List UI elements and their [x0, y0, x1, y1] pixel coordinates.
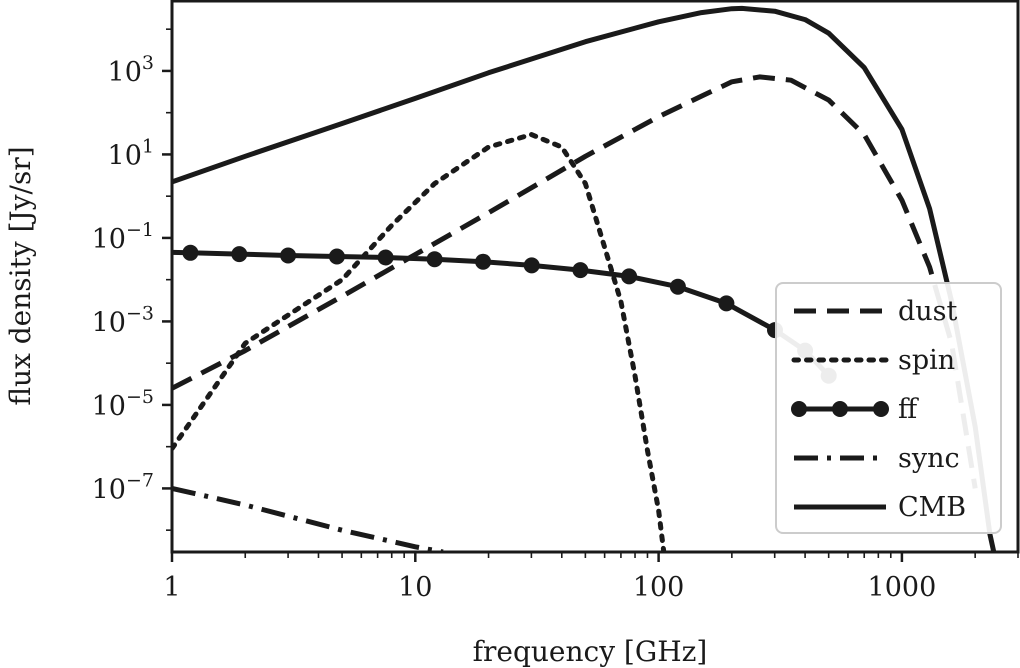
y-tick-label: 101: [108, 135, 154, 171]
y-tick-label: 103: [108, 52, 154, 88]
ff-marker: [621, 268, 638, 285]
series-line-spin: [172, 132, 667, 552]
ff-marker: [328, 248, 345, 265]
legend-label: CMB: [898, 492, 966, 523]
legend-label: dust: [898, 296, 958, 327]
ff-marker: [377, 249, 394, 266]
x-tick-label: 1000: [868, 572, 937, 603]
series-line-sync: [172, 485, 444, 552]
plot-frame: [170, 0, 1020, 554]
series-group: [172, 5, 997, 552]
legend-label: ff: [898, 394, 919, 425]
legend-marker: [832, 401, 848, 417]
ff-marker: [669, 278, 686, 295]
legend-marker: [873, 401, 889, 417]
x-tick-label: 1: [163, 572, 180, 603]
ff-marker: [572, 262, 589, 279]
ff-marker: [523, 257, 540, 274]
series-line-ff: [172, 249, 831, 378]
ff-marker: [718, 295, 735, 312]
y-axis: 10−7 10−5 10−3 10−1 101 103: [92, 28, 172, 531]
ff-marker: [475, 253, 492, 270]
plot-area: [170, 0, 1020, 554]
x-axis: 1 10 100 1000: [163, 552, 1019, 603]
legend-label: spin: [898, 345, 955, 376]
y-tick-label: 10−5: [92, 386, 154, 422]
y-tick-label: 10−7: [92, 469, 154, 505]
ff-marker: [280, 247, 297, 264]
y-tick-label: 10−1: [92, 219, 154, 255]
legend-label: sync: [898, 443, 960, 474]
legend: dust spin ff sync CMB: [775, 282, 1002, 534]
x-tick-label: 10: [398, 572, 432, 603]
y-tick-label: 10−3: [92, 302, 154, 338]
ff-marker: [426, 251, 443, 268]
x-tick-label: 100: [633, 572, 685, 603]
legend-marker: [791, 401, 807, 417]
ff-marker: [182, 244, 199, 261]
x-axis-title: frequency [GHz]: [473, 635, 708, 668]
ff-marker: [231, 246, 248, 263]
series-line-dust: [172, 74, 978, 489]
y-axis-title: flux density [Jy/sr]: [4, 146, 37, 405]
